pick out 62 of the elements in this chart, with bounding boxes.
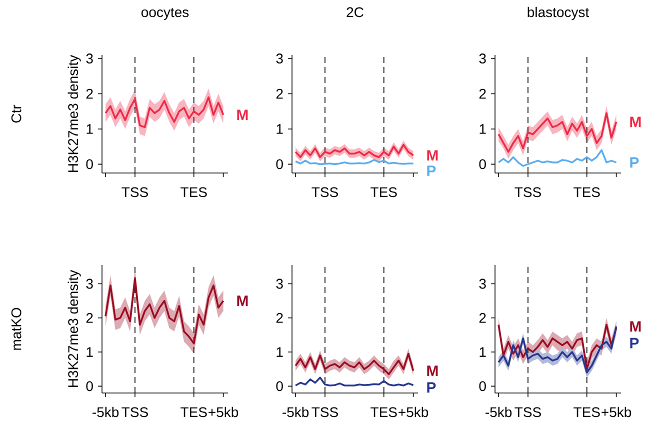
series-label: M (427, 150, 438, 161)
y-tick-label: 2 (86, 88, 93, 99)
series-label: M (427, 366, 438, 376)
x-tick-label: -5kb (486, 406, 512, 418)
chart-title: blastocyst (528, 6, 590, 20)
series-label: M (630, 116, 641, 128)
y-tick-label: 3 (276, 54, 283, 64)
x-tick-label: +5kb (208, 406, 238, 418)
y-tick-label: 1 (86, 124, 93, 134)
chart-title: oocytes (141, 8, 189, 20)
y-tick-label: 2 (276, 313, 283, 323)
y-tick-label: 1 (480, 347, 486, 357)
x-tick-label: TES (370, 407, 397, 418)
y-tick-label: 0 (276, 381, 283, 392)
series-label: M (237, 296, 248, 306)
y-tick-label: 2 (479, 88, 486, 99)
y-tick-label: 0 (86, 381, 93, 392)
line-series (498, 149, 618, 167)
y-axis-title: H3K27me3 density (68, 270, 81, 387)
series-label: P (427, 166, 436, 176)
y-tick-label: 0 (86, 159, 93, 170)
x-tick-label: +5kb (602, 406, 632, 418)
line-series (104, 96, 224, 128)
y-axis-title: H3K27me3 density (68, 54, 81, 172)
y-tick-label: 3 (479, 54, 486, 64)
y-tick-label: 3 (276, 278, 283, 289)
x-tick-label: -5kb (92, 406, 119, 418)
line-series (104, 278, 224, 344)
y-tick-label: 2 (276, 88, 283, 99)
y-tick-label: 2 (479, 313, 486, 323)
series-label: M (237, 110, 248, 120)
y-tick-label: 3 (86, 278, 93, 289)
x-tick-label: TES (574, 407, 600, 418)
y-tick-label: 0 (479, 159, 486, 170)
x-tick-label: +5kb (398, 406, 428, 418)
y-tick-label: 2 (86, 313, 93, 323)
x-tick-label: TSS (312, 187, 338, 198)
y-tick-label: 1 (276, 347, 283, 357)
y-tick-label: 3 (479, 278, 486, 289)
y-tick-label: 1 (480, 124, 486, 134)
y-tick-label: 0 (276, 159, 283, 170)
y-tick-label: 1 (276, 124, 283, 134)
series-label: P (630, 157, 639, 168)
x-tick-label: TES (370, 187, 397, 198)
series-label: P (427, 382, 436, 393)
text: matKO (11, 308, 22, 350)
series-label: P (630, 338, 639, 348)
text: Ctr (11, 104, 22, 123)
x-tick-label: TSS (122, 187, 148, 198)
x-tick-label: TES (574, 187, 600, 198)
y-tick-label: 1 (86, 347, 93, 357)
x-tick-label: TSS (312, 407, 338, 418)
chart-title: 2C (346, 7, 364, 18)
x-tick-label: TES (180, 407, 207, 418)
x-tick-label: TES (180, 187, 207, 198)
series-label: M (630, 321, 641, 332)
y-tick-label: 0 (479, 381, 486, 392)
y-tick-label: 3 (86, 54, 93, 64)
x-tick-label: TSS (514, 407, 541, 418)
x-tick-label: TSS (514, 187, 541, 198)
x-tick-label: -5kb (282, 406, 309, 418)
x-tick-label: TSS (122, 407, 148, 418)
